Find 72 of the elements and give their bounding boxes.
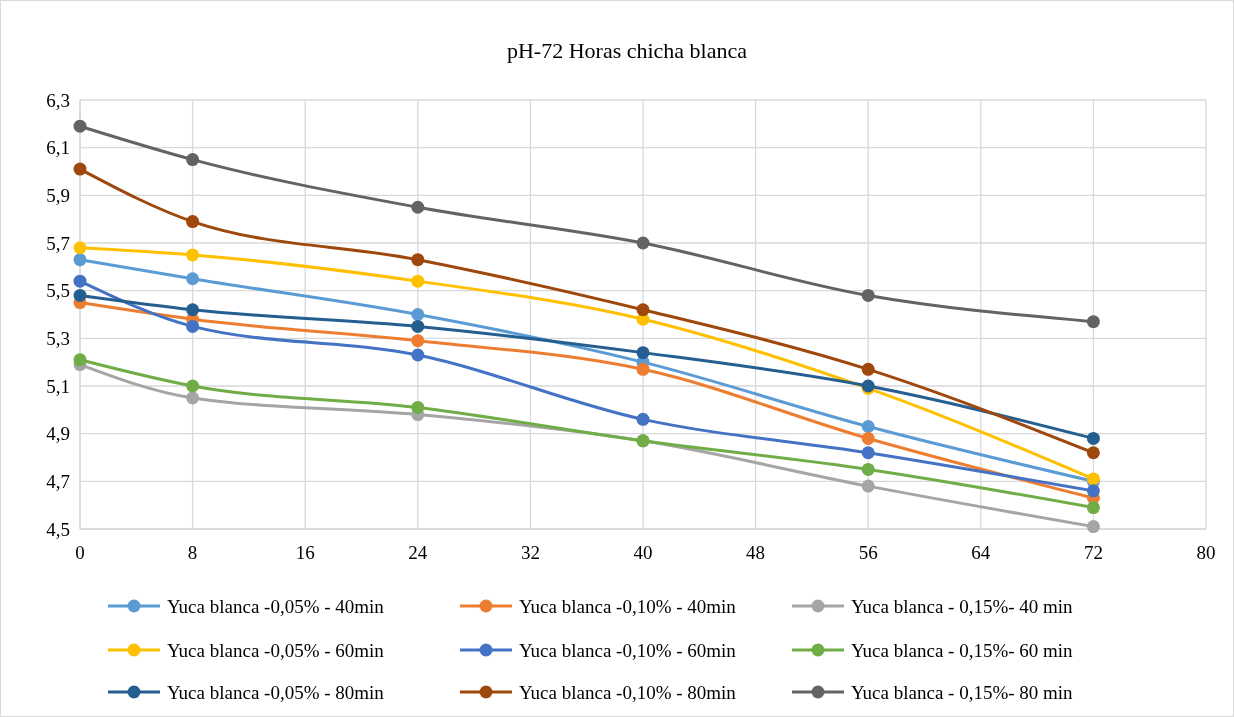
legend-label: Yuca blanca -0,05% - 60min [167, 639, 385, 661]
legend-label: Yuca blanca -0,05% - 80min [167, 681, 385, 703]
y-tick-label: 6,1 [46, 137, 70, 159]
legend-label: Yuca blanca -0,05% - 40min [167, 595, 385, 617]
point [73, 241, 87, 255]
point [411, 334, 425, 348]
y-tick-label: 5,9 [46, 184, 70, 206]
legend-label: Yuca blanca - 0,15%- 40 min [851, 595, 1074, 617]
point [411, 274, 425, 288]
x-tick-label: 40 [633, 542, 653, 563]
point [861, 362, 875, 376]
point [411, 200, 425, 214]
y-tick-label: 4,5 [46, 518, 70, 540]
y-tick-label: 5,7 [46, 232, 70, 254]
point [861, 420, 875, 434]
x-tick-label: 56 [858, 542, 878, 563]
point [636, 412, 650, 426]
point [186, 153, 200, 167]
point [411, 348, 425, 362]
point [186, 303, 200, 317]
point [411, 253, 425, 267]
x-tick-label: 24 [408, 542, 428, 563]
legend-label: Yuca blanca - 0,15%- 60 min [851, 639, 1074, 661]
point [1086, 484, 1100, 498]
x-tick-label: 48 [746, 542, 766, 563]
legend-label: Yuca blanca -0,10% - 60min [519, 639, 737, 661]
point [411, 319, 425, 333]
y-tick-label: 4,9 [46, 423, 70, 445]
point [636, 346, 650, 360]
point [73, 253, 87, 267]
point [636, 236, 650, 250]
x-tick-label: 72 [1083, 542, 1103, 563]
legend-label: Yuca blanca - 0,15%- 80 min [851, 681, 1074, 703]
legend-label: Yuca blanca -0,10% - 40min [519, 595, 737, 617]
y-tick-label: 5,3 [46, 327, 70, 349]
legend-label: Yuca blanca -0,10% - 80min [519, 681, 737, 703]
point [186, 248, 200, 262]
point [73, 119, 87, 133]
point [186, 379, 200, 393]
x-tick-label: 8 [187, 542, 198, 563]
x-tick-label: 80 [1196, 542, 1216, 563]
x-tick-label: 16 [295, 542, 315, 563]
x-tick-label: 64 [971, 542, 991, 563]
point [73, 288, 87, 302]
point [861, 288, 875, 302]
y-tick-label: 6,3 [46, 89, 70, 111]
point [1086, 431, 1100, 445]
y-tick-label: 5,5 [46, 280, 70, 302]
x-tick-label: 32 [520, 542, 540, 563]
point [411, 308, 425, 321]
point [861, 446, 875, 460]
chart-title: pH-72 Horas chicha blanca [506, 38, 748, 63]
point [186, 215, 200, 229]
y-tick-label: 4,7 [46, 470, 70, 492]
point [861, 431, 875, 445]
y-tick-label: 5,1 [46, 375, 70, 397]
point [411, 400, 425, 414]
point [636, 303, 650, 317]
point [1086, 315, 1100, 329]
x-tick-label: 0 [75, 542, 85, 563]
point [1086, 520, 1100, 534]
point [73, 274, 87, 288]
point [1086, 501, 1100, 515]
point [636, 362, 650, 376]
point [1086, 446, 1100, 460]
point [186, 391, 200, 405]
point [73, 162, 87, 176]
point [861, 479, 875, 493]
point [73, 353, 87, 367]
point [186, 319, 200, 333]
point [861, 462, 875, 476]
point [186, 272, 200, 286]
